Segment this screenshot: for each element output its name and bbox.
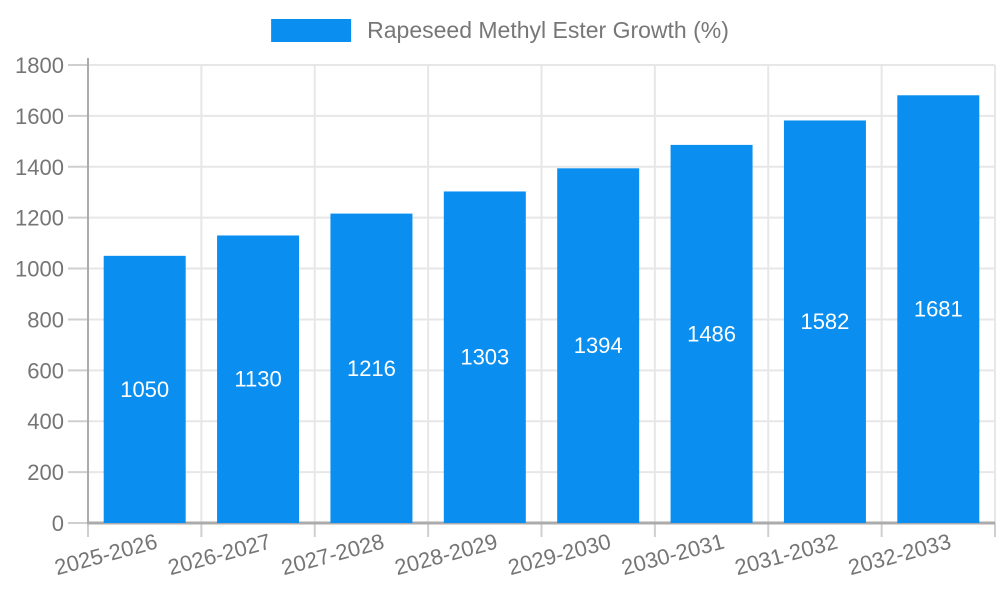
bar-2031-2032 — [783, 120, 866, 524]
bar-value-label: 1050 — [120, 377, 169, 402]
y-axis-tick-label: 1600 — [15, 104, 64, 129]
bar-2027-2028 — [330, 213, 413, 523]
bar-2030-2031 — [670, 144, 753, 523]
x-axis-tick-label: 2029-2030 — [505, 529, 613, 580]
x-axis-tick-label: 2031-2032 — [732, 529, 840, 580]
legend: Rapeseed Methyl Ester Growth (%) — [271, 17, 729, 44]
y-axis-tick-label: 200 — [27, 460, 64, 485]
bar-value-label: 1582 — [800, 309, 849, 334]
bar-value-label: 1130 — [234, 367, 281, 392]
bar-2028-2029 — [443, 191, 526, 523]
y-axis-tick-label: 1000 — [15, 257, 64, 282]
x-axis-tick-label: 2032-2033 — [846, 529, 954, 580]
x-axis-tick-label: 2030-2031 — [619, 529, 727, 580]
x-axis-tick-label: 2027-2028 — [279, 529, 387, 580]
bar-2029-2030 — [557, 168, 640, 523]
x-axis-tick-label: 2028-2029 — [392, 529, 500, 580]
bar-value-label: 1216 — [347, 356, 396, 381]
bar-2026-2027 — [217, 235, 300, 523]
y-axis-tick-label: 1400 — [15, 155, 64, 180]
bar-2025-2026 — [103, 255, 186, 524]
y-axis-tick-label: 600 — [27, 358, 64, 383]
x-axis-tick-label: 2026-2027 — [165, 529, 273, 580]
bar-value-label: 1394 — [574, 333, 623, 358]
legend-swatch — [271, 19, 352, 42]
y-axis-tick-label: 800 — [27, 307, 64, 332]
bar-2032-2033 — [897, 95, 980, 523]
bar-value-label: 1486 — [687, 321, 736, 346]
y-axis-tick-label: 1200 — [15, 206, 64, 231]
x-axis-tick-label: 2025-2026 — [52, 529, 160, 580]
y-axis-tick-label: 1800 — [15, 53, 64, 78]
y-axis-tick-label: 0 — [52, 511, 64, 536]
y-axis-tick-label: 400 — [27, 409, 64, 434]
bar-value-label: 1681 — [914, 297, 963, 322]
legend-label: Rapeseed Methyl Ester Growth (%) — [367, 17, 729, 43]
bar-value-label: 1303 — [460, 345, 509, 370]
